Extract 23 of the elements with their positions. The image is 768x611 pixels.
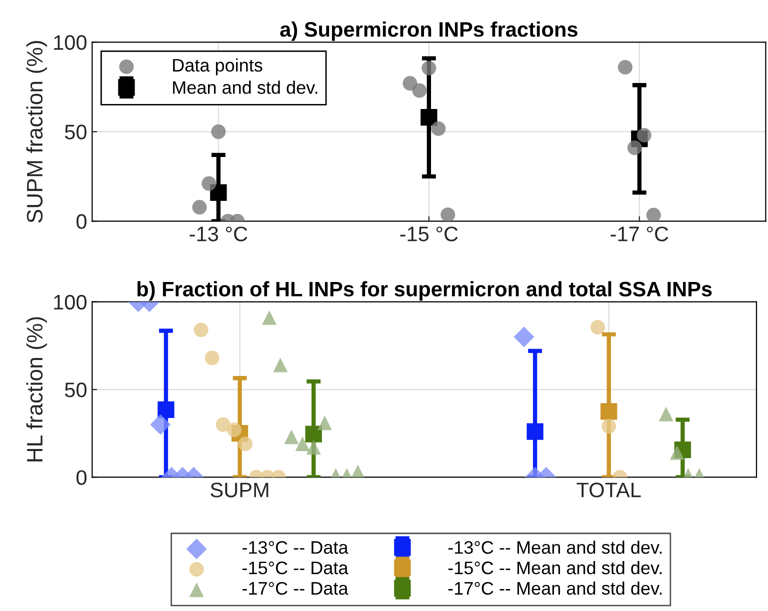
legend-label: -15°C -- Mean and std dev. xyxy=(448,561,662,574)
x-tick-label: -17 °C xyxy=(610,226,668,242)
x-tick-label: TOTAL xyxy=(576,482,641,498)
y-tick-label: 50 xyxy=(64,124,86,140)
y-tick-label: 100 xyxy=(54,35,86,50)
y-tick-label: 0 xyxy=(76,214,86,229)
x-tick-label: -15 °C xyxy=(400,226,458,242)
legend-label: -17°C -- Mean and std dev. xyxy=(448,581,662,595)
legend-label: -15°C -- Data xyxy=(242,562,348,574)
x-tick-label: -13 °C xyxy=(190,226,248,242)
legend-label: -17°C -- Data xyxy=(242,582,348,595)
y-axis-title: HL fraction (%) xyxy=(26,317,47,462)
legend-label: -13°C -- Data xyxy=(242,541,348,554)
y-tick-label: 50 xyxy=(64,382,86,398)
y-tick-label: 100 xyxy=(54,294,86,310)
legend-label: Mean and std dev. xyxy=(173,80,318,94)
y-tick-label: 0 xyxy=(76,470,86,485)
y-axis-title: SUPM fraction (%) xyxy=(26,41,47,223)
chart-title: b) Fraction of HL INPs for supermicron and total SSA INPs xyxy=(137,281,712,301)
chart-title: a) Supermicron INPs fractions xyxy=(280,22,578,41)
x-tick-label: SUPM xyxy=(210,482,268,498)
legend-label: -13°C -- Mean and std dev. xyxy=(448,540,662,554)
legend-label: Data points xyxy=(173,58,262,76)
